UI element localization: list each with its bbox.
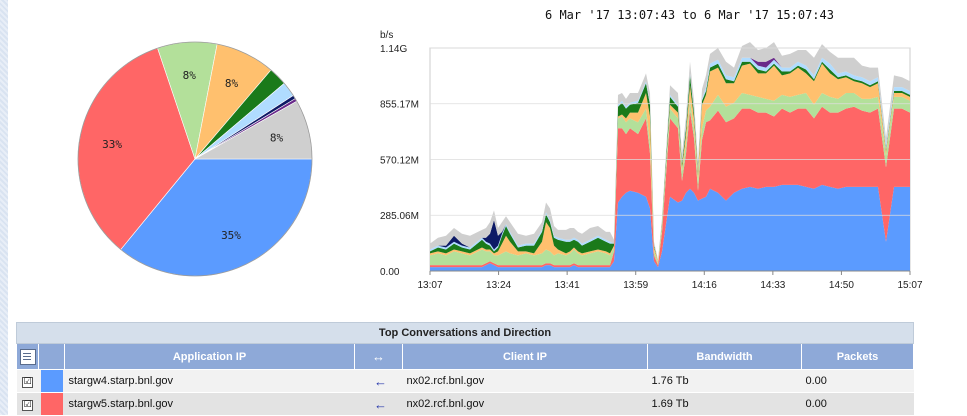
header-bandwidth[interactable]: Bandwidth bbox=[647, 343, 802, 370]
bandwidth-cell: 1.76 Tb bbox=[647, 369, 802, 393]
pie-slice-label: 8% bbox=[270, 132, 284, 145]
y-tick-label: 285.06M bbox=[380, 211, 419, 222]
color-swatch bbox=[40, 370, 63, 392]
x-tick-label: 15:07 bbox=[897, 280, 922, 291]
top-conversations-table: Top Conversations and Direction Applicat… bbox=[15, 322, 915, 416]
x-tick-label: 13:24 bbox=[486, 280, 511, 291]
client-ip-cell[interactable]: nx02.rcf.bnl.gov bbox=[402, 369, 648, 393]
packets-cell: 0.00 bbox=[801, 369, 914, 393]
color-column-header bbox=[38, 343, 65, 370]
x-tick-label: 13:59 bbox=[623, 280, 648, 291]
pie-slice-label: 8% bbox=[225, 77, 239, 90]
table-row: ☑ stargw5.starp.bnl.gov ← nx02.rcf.bnl.g… bbox=[16, 392, 914, 416]
x-tick-label: 14:33 bbox=[760, 280, 785, 291]
y-tick-label: 0.00 bbox=[380, 267, 400, 278]
header-application-ip[interactable]: Application IP bbox=[64, 343, 355, 370]
table-title: Top Conversations and Direction bbox=[15, 322, 915, 344]
area-series-light_blue bbox=[430, 57, 910, 262]
row-checkbox[interactable]: ☑ bbox=[22, 399, 33, 411]
bidirectional-arrow-icon: ↔ bbox=[372, 349, 385, 364]
x-tick-label: 14:16 bbox=[692, 280, 717, 291]
area-series-light_green bbox=[430, 93, 910, 266]
columns-icon bbox=[19, 349, 36, 365]
left-arrow-icon: ← bbox=[374, 396, 387, 412]
area-series-red bbox=[430, 106, 910, 268]
x-tick-label: 13:07 bbox=[417, 280, 442, 291]
area-series-orange bbox=[430, 63, 910, 264]
pie-slice-label: 8% bbox=[183, 69, 197, 82]
bandwidth-cell: 1.69 Tb bbox=[647, 392, 802, 416]
area-series-dark_green bbox=[430, 61, 910, 262]
row-checkbox[interactable]: ☑ bbox=[22, 376, 33, 388]
y-tick-label: 1.14G bbox=[380, 44, 407, 55]
area-series-grey bbox=[430, 42, 910, 262]
pie-slice-label: 35% bbox=[221, 229, 241, 242]
x-tick-label: 13:41 bbox=[555, 280, 580, 291]
x-tick-label: 14:50 bbox=[829, 280, 854, 291]
y-tick-label: 855.17M bbox=[380, 100, 419, 111]
header-client-ip[interactable]: Client IP bbox=[402, 343, 648, 370]
application-ip-cell[interactable]: stargw4.starp.bnl.gov bbox=[64, 369, 355, 393]
header-packets[interactable]: Packets bbox=[800, 343, 915, 370]
pie-chart: 35% 33% 8% 8% 8% bbox=[77, 41, 313, 277]
application-ip-cell[interactable]: stargw5.starp.bnl.gov bbox=[64, 392, 355, 416]
color-swatch bbox=[40, 393, 63, 415]
select-columns-button[interactable] bbox=[16, 343, 39, 370]
area-chart: 0.00 285.06M 570.12M 855.17M 1.14G b/s 13:07 13… bbox=[380, 30, 923, 291]
time-range-title: 6 Mar '17 13:07:43 to 6 Mar '17 15:07:43 bbox=[545, 8, 834, 22]
client-ip-cell[interactable]: nx02.rcf.bnl.gov bbox=[402, 392, 648, 416]
pie-outline bbox=[77, 41, 313, 277]
y-axis-label: b/s bbox=[380, 30, 393, 41]
header-direction[interactable]: ↔ bbox=[354, 343, 403, 370]
packets-cell: 0.00 bbox=[801, 392, 914, 416]
y-tick-label: 570.12M bbox=[380, 155, 419, 166]
area-series-blue bbox=[430, 184, 910, 271]
left-arrow-icon: ← bbox=[374, 373, 387, 389]
left-edge-strip bbox=[0, 0, 8, 415]
pie-slice-label: 33% bbox=[102, 138, 122, 151]
table-row: ☑ stargw4.starp.bnl.gov ← nx02.rcf.bnl.g… bbox=[16, 369, 914, 393]
